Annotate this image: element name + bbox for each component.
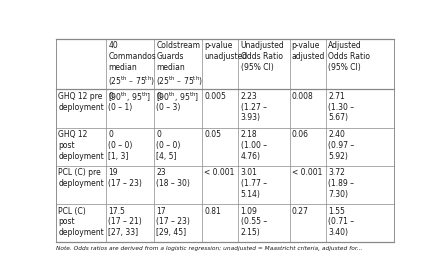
Text: 2.18
(1.00 –
4.76): 2.18 (1.00 – 4.76) bbox=[240, 130, 267, 161]
Text: Coldstream
Guards
median
(25$^{\mathregular{th}}$ – 75$^{\mathregular{th}}$)
[90: Coldstream Guards median (25$^{\mathregu… bbox=[156, 41, 203, 104]
Text: 2.23
(1.27 –
3.93): 2.23 (1.27 – 3.93) bbox=[240, 92, 266, 122]
Text: 0
(0 – 3): 0 (0 – 3) bbox=[156, 92, 180, 112]
Text: Note. Odds ratios are derived from a logistic regression; unadjusted = Maastrich: Note. Odds ratios are derived from a log… bbox=[57, 246, 363, 251]
Text: 2.40
(0.97 –
5.92): 2.40 (0.97 – 5.92) bbox=[328, 130, 354, 161]
Text: 0.05: 0.05 bbox=[204, 130, 221, 139]
Text: < 0.001: < 0.001 bbox=[204, 169, 234, 177]
Text: 1.09
(0.55 –
2.15): 1.09 (0.55 – 2.15) bbox=[240, 207, 267, 237]
Text: p-value
unadjusted: p-value unadjusted bbox=[204, 41, 247, 61]
Text: 1.55
(0.71 –
3.40): 1.55 (0.71 – 3.40) bbox=[328, 207, 354, 237]
Text: PCL (C)
post
deployment: PCL (C) post deployment bbox=[59, 207, 104, 237]
Text: 0.005: 0.005 bbox=[204, 92, 226, 101]
Text: p-value
adjusted: p-value adjusted bbox=[292, 41, 325, 61]
Text: Unadjusted
Odds Ratio
(95% CI): Unadjusted Odds Ratio (95% CI) bbox=[240, 41, 284, 72]
Text: 0
(0 – 1): 0 (0 – 1) bbox=[108, 92, 133, 112]
Text: < 0.001: < 0.001 bbox=[292, 169, 322, 177]
Text: 3.01
(1.77 –
5.14): 3.01 (1.77 – 5.14) bbox=[240, 169, 267, 199]
Text: 40
Commandos
median
(25$^{\mathregular{th}}$ – 75$^{\mathregular{th}}$)
[90$^{\m: 40 Commandos median (25$^{\mathregular{t… bbox=[108, 41, 156, 104]
Text: GHQ 12 pre
deployment: GHQ 12 pre deployment bbox=[59, 92, 104, 112]
Text: PCL (C) pre
deployment: PCL (C) pre deployment bbox=[59, 169, 104, 188]
Text: 0
(0 – 0)
[1, 3]: 0 (0 – 0) [1, 3] bbox=[108, 130, 133, 161]
Text: 0.81: 0.81 bbox=[204, 207, 221, 216]
Text: 17.5
(17 – 21)
[27, 33]: 17.5 (17 – 21) [27, 33] bbox=[108, 207, 142, 237]
Text: 3.72
(1.89 –
7.30): 3.72 (1.89 – 7.30) bbox=[328, 169, 354, 199]
Text: GHQ 12
post
deployment: GHQ 12 post deployment bbox=[59, 130, 104, 161]
Text: 0.27: 0.27 bbox=[292, 207, 309, 216]
Text: Adjusted
Odds Ratio
(95% CI): Adjusted Odds Ratio (95% CI) bbox=[328, 41, 370, 72]
Text: 17
(17 – 23)
[29, 45]: 17 (17 – 23) [29, 45] bbox=[156, 207, 190, 237]
Text: 19
(17 – 23): 19 (17 – 23) bbox=[108, 169, 142, 188]
Text: 0
(0 – 0)
[4, 5]: 0 (0 – 0) [4, 5] bbox=[156, 130, 180, 161]
Text: 0.008: 0.008 bbox=[292, 92, 314, 101]
Text: 2.71
(1.30 –
5.67): 2.71 (1.30 – 5.67) bbox=[328, 92, 354, 122]
Text: 23
(18 – 30): 23 (18 – 30) bbox=[156, 169, 190, 188]
Text: 0.06: 0.06 bbox=[292, 130, 309, 139]
